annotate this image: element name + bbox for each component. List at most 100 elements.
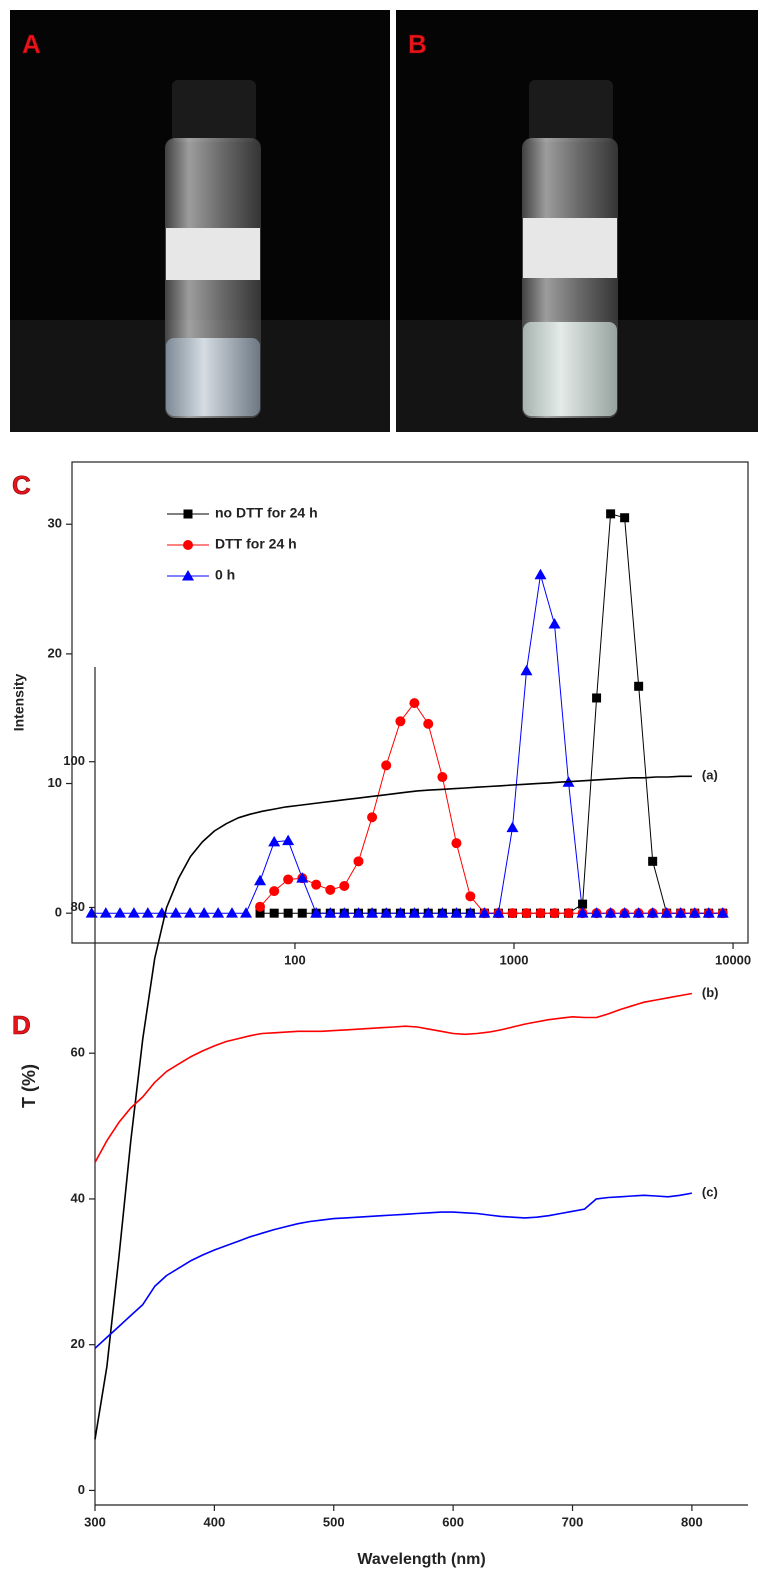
data-point — [632, 907, 645, 918]
photo-a — [10, 10, 390, 432]
data-point — [576, 907, 589, 918]
axis-line — [94, 667, 748, 1506]
data-point — [296, 872, 309, 883]
data-point — [268, 835, 281, 847]
legend-marker — [182, 570, 194, 581]
photo-b — [396, 10, 758, 432]
legend-label: no DTT for 24 h — [215, 505, 318, 521]
y-tick-label: 0 — [78, 1482, 85, 1497]
y-tick-label: 80 — [71, 899, 85, 914]
plot-frame — [71, 461, 749, 944]
data-point — [507, 908, 518, 919]
x-tick-label: 100 — [284, 952, 306, 967]
data-point — [212, 907, 225, 918]
x-tick-label: 10000 — [715, 952, 751, 967]
data-point — [521, 908, 532, 919]
legend-marker — [183, 540, 193, 550]
data-point — [339, 880, 350, 891]
data-point — [648, 856, 658, 866]
data-point — [520, 664, 533, 676]
x-tick-label: 1000 — [500, 952, 529, 967]
y-tick-label: 20 — [71, 1336, 85, 1351]
series-line — [260, 513, 723, 914]
series-line — [94, 992, 693, 1163]
series-line — [91, 574, 723, 914]
data-point — [99, 907, 112, 918]
data-point — [423, 718, 434, 729]
data-point — [141, 907, 154, 918]
data-point — [590, 907, 603, 918]
data-point — [436, 907, 449, 918]
data-point — [338, 907, 351, 918]
data-point — [604, 907, 617, 918]
data-point — [688, 907, 701, 918]
data-point — [578, 899, 588, 909]
legend-marker — [183, 509, 193, 519]
data-point — [297, 908, 307, 918]
data-point — [506, 821, 519, 833]
data-point — [184, 907, 197, 918]
y-tick-label: 40 — [71, 1190, 85, 1205]
y-tick-label: 20 — [48, 645, 62, 660]
data-point — [395, 716, 406, 727]
x-tick-label: 300 — [84, 1514, 106, 1529]
panel-label: D — [12, 1010, 31, 1040]
data-point — [324, 907, 337, 918]
data-point — [634, 681, 644, 691]
y-tick-label: 10 — [48, 775, 62, 790]
data-point — [366, 907, 379, 918]
data-point — [198, 907, 211, 918]
series-label: (b) — [702, 985, 719, 1000]
data-point — [716, 907, 729, 918]
x-tick-label: 600 — [442, 1514, 464, 1529]
data-point — [254, 874, 267, 886]
data-point — [606, 509, 616, 519]
data-point — [352, 907, 365, 918]
data-point — [353, 856, 364, 867]
data-point — [702, 907, 715, 918]
data-point — [535, 908, 546, 919]
x-axis-label: Wavelength (nm) — [357, 1551, 485, 1568]
series-line — [94, 775, 692, 1440]
x-tick-label: 400 — [204, 1514, 226, 1529]
data-point — [450, 907, 463, 918]
data-point — [422, 907, 435, 918]
x-tick-label: 800 — [681, 1514, 703, 1529]
panel-label: A — [22, 29, 41, 59]
data-point — [394, 907, 407, 918]
data-point — [492, 907, 505, 918]
panel-label: B — [408, 29, 427, 59]
data-point — [255, 908, 265, 918]
data-point — [409, 698, 420, 709]
panel-label: C — [12, 470, 31, 500]
data-point — [660, 907, 673, 918]
data-point — [408, 907, 421, 918]
series-label: (c) — [702, 1185, 718, 1200]
data-point — [114, 907, 127, 918]
data-point — [282, 834, 295, 846]
data-point — [325, 884, 336, 895]
data-point — [534, 568, 547, 580]
data-point — [451, 838, 462, 849]
legend-label: 0 h — [215, 567, 235, 583]
data-point — [225, 907, 238, 918]
data-point — [169, 907, 182, 918]
data-point — [255, 901, 266, 912]
data-point — [380, 907, 393, 918]
data-point — [620, 513, 630, 523]
y-tick-label: 60 — [71, 1045, 85, 1060]
data-point — [127, 907, 140, 918]
data-point — [549, 908, 560, 919]
y-tick-label: 0 — [55, 905, 62, 920]
data-point — [592, 693, 602, 703]
x-tick-label: 500 — [323, 1514, 345, 1529]
data-point — [381, 760, 392, 771]
data-point — [240, 907, 253, 918]
data-point — [269, 908, 279, 918]
legend-label: DTT for 24 h — [215, 536, 297, 552]
data-point — [283, 908, 293, 918]
data-point — [311, 879, 322, 890]
data-point — [283, 874, 294, 885]
data-point — [563, 908, 574, 919]
data-point — [646, 907, 659, 918]
